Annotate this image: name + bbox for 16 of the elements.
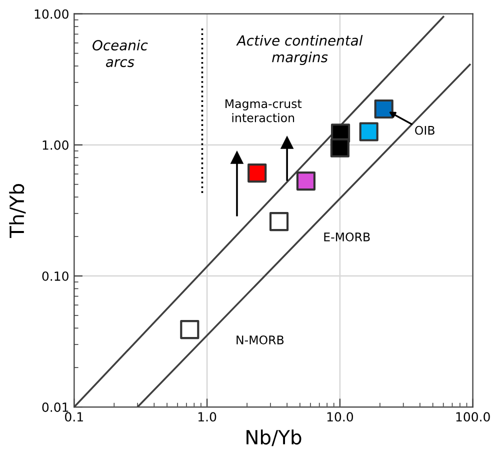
- y-tick-label: 0.01: [42, 402, 68, 412]
- annotation: N-MORB: [236, 335, 284, 344]
- annotation: Magma-crust interaction: [226, 99, 302, 122]
- y-tick-label: 0.10: [42, 271, 68, 281]
- y-axis-title: Th/Yb: [9, 184, 26, 238]
- annotation: Oceanic arcs: [92, 40, 148, 68]
- x-tick-label: 10.0: [327, 412, 354, 422]
- y-tick-label: 1.00: [42, 140, 68, 150]
- x-tick-label: 100.0: [456, 412, 490, 422]
- x-axis-title: Nb/Yb: [246, 430, 302, 446]
- x-tick-label: 1.0: [198, 412, 216, 422]
- annotation: Active continental margins: [236, 35, 363, 66]
- x-tick-label: 0.1: [65, 412, 83, 422]
- annotation: OIB: [415, 126, 434, 135]
- y-tick-label: 10.00: [34, 9, 68, 19]
- annotation: E-MORB: [324, 232, 370, 242]
